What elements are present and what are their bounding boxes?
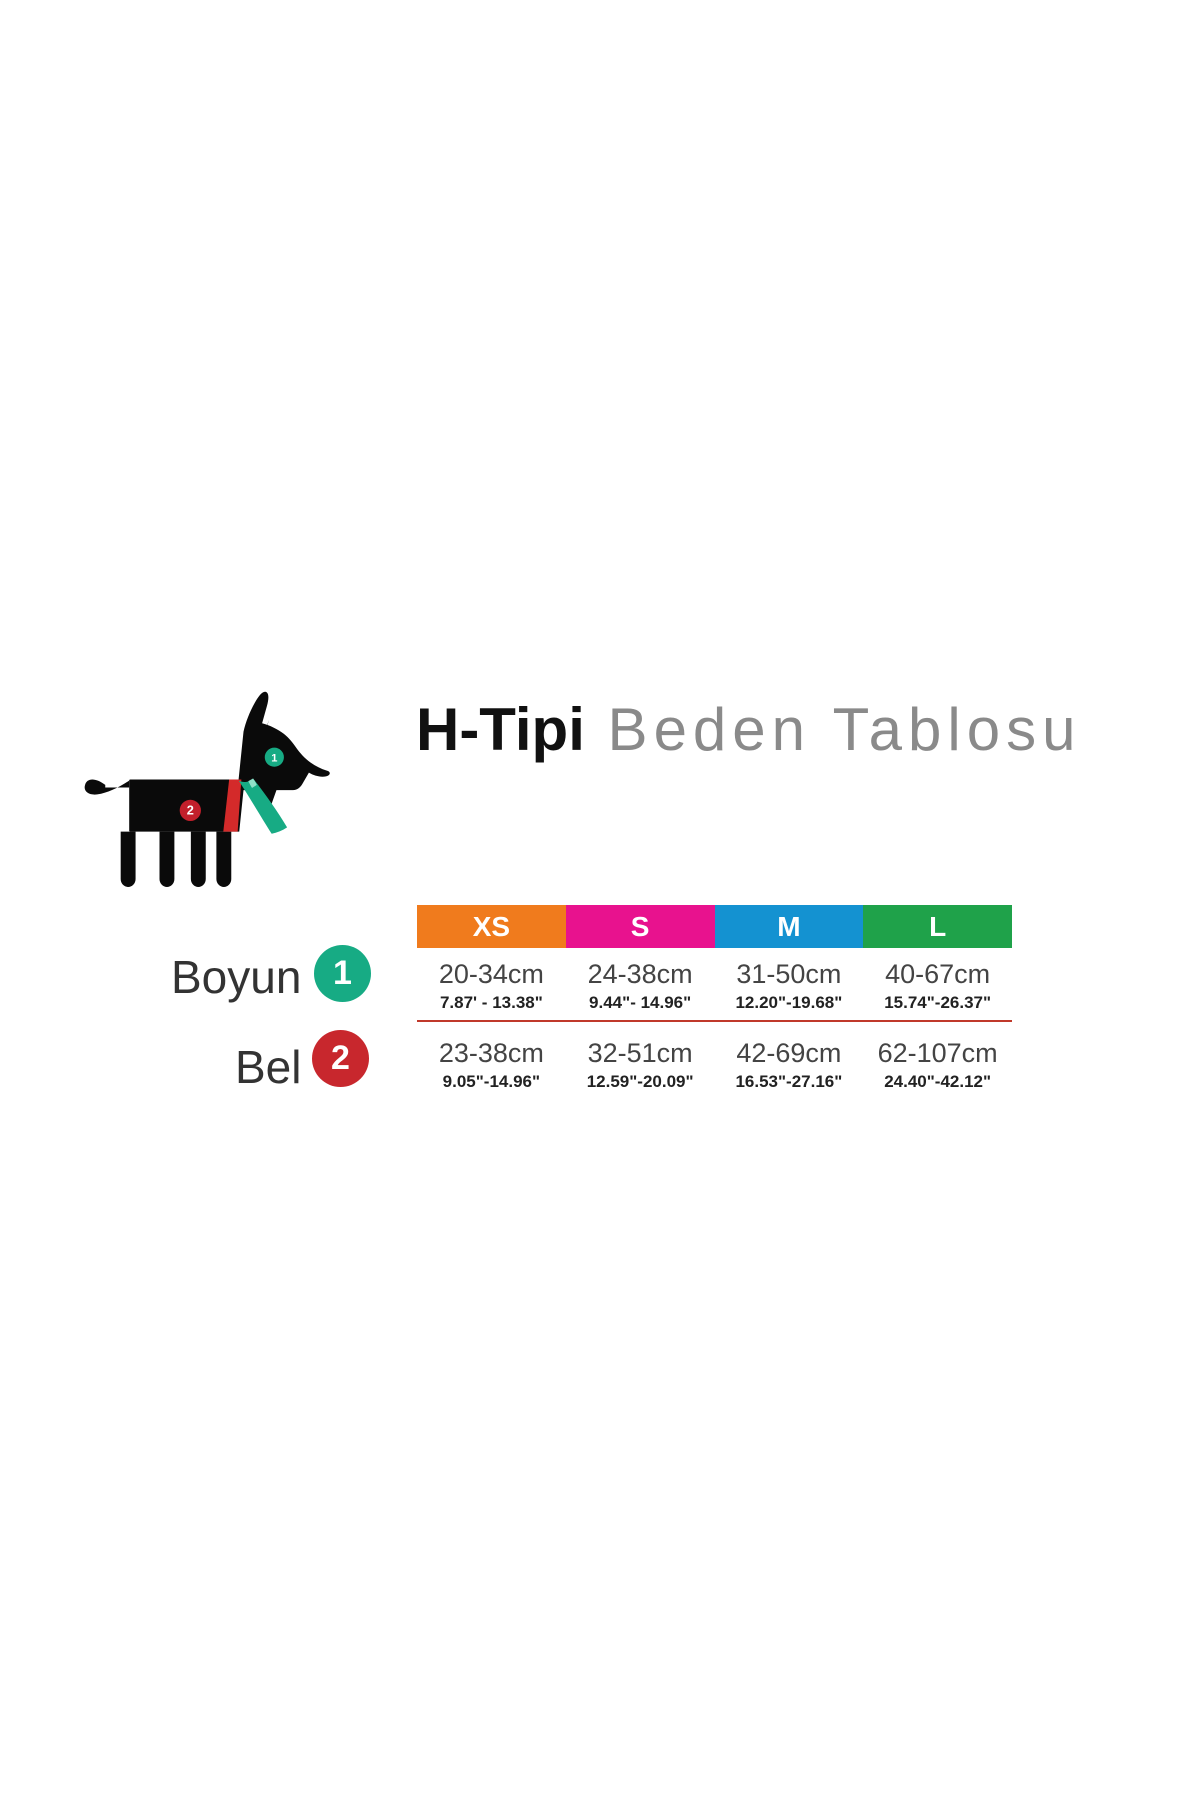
svg-text:1: 1 (271, 752, 277, 764)
svg-text:2: 2 (187, 803, 194, 818)
